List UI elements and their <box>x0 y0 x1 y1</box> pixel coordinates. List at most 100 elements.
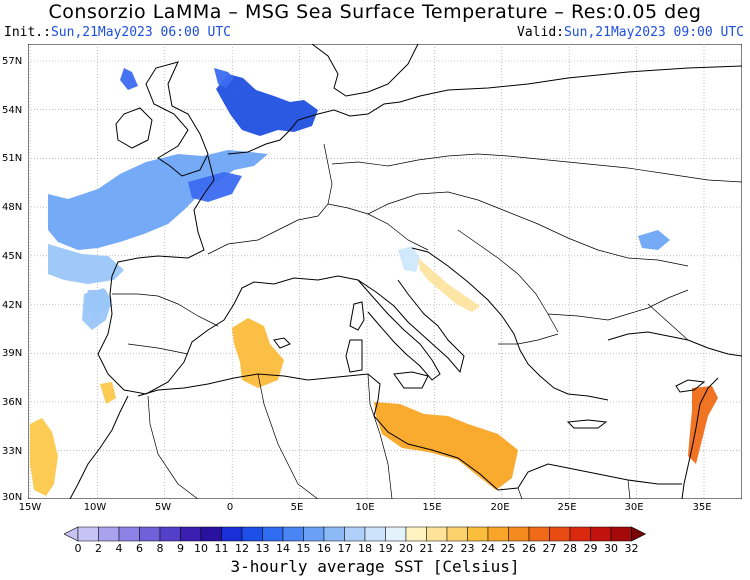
colorbar-tick-label: 20 <box>399 542 413 555</box>
sst-map <box>28 44 742 499</box>
colorbar-arrow-low <box>64 526 79 542</box>
colorbar-cell <box>159 526 181 542</box>
africa-coast <box>137 373 682 491</box>
colorbar-cell <box>446 526 468 542</box>
lon-label: 15E <box>422 502 442 513</box>
sst-adriatic-light <box>398 246 420 272</box>
map-title: Consorzio LaMMa – MSG Sea Surface Temper… <box>48 1 702 23</box>
colorbar-caption: 3-hourly average SST [Celsius] <box>230 557 520 576</box>
morocco-coast <box>69 395 129 499</box>
colorbar-cell <box>508 526 530 542</box>
italy-peninsula <box>357 279 441 381</box>
colorbar-tick-label: 28 <box>563 542 577 555</box>
adriatic-east-coast <box>411 247 609 401</box>
colorbar-cell <box>118 526 140 542</box>
lon-label: 10W <box>83 502 107 513</box>
sst-gulf-sidra <box>374 402 518 490</box>
colorbar-cell <box>180 526 202 542</box>
colorbar-arrow-high <box>631 526 647 542</box>
colorbar-tick-label: 11 <box>214 542 229 555</box>
uk-coast <box>145 61 209 177</box>
lon-label: 5E <box>290 502 304 513</box>
colorbar-cell <box>77 526 99 542</box>
colorbar-tick-label: 18 <box>358 542 372 555</box>
colorbar-cell <box>487 526 509 542</box>
sardinia-corsica <box>345 301 365 373</box>
init-label: Init.: <box>4 25 51 40</box>
colorbar-tick-label: 32 <box>624 542 639 555</box>
sst-field <box>30 68 718 496</box>
country-borders <box>112 143 742 499</box>
france-iberia-coast <box>97 155 465 395</box>
sst-portugal-coast <box>82 288 112 330</box>
europe-coast <box>227 65 742 155</box>
colorbar-tick-label: 23 <box>460 542 475 555</box>
colorbar-cell <box>262 526 284 542</box>
colorbar-tick-label: 27 <box>542 542 557 555</box>
turkey-coast <box>607 331 742 357</box>
lat-label: 36N <box>2 397 23 408</box>
coastlines <box>69 44 742 499</box>
lat-label: 54N <box>2 105 23 116</box>
colorbar-tick-label: 21 <box>419 542 434 555</box>
colorbar-cell <box>303 526 325 542</box>
colorbar-cell <box>385 526 407 542</box>
colorbar-tick-label: 24 <box>481 542 495 555</box>
colorbar-cell <box>467 526 489 542</box>
colorbar-tick-label: 13 <box>255 542 270 555</box>
colorbar-tick-label: 4 <box>115 542 123 555</box>
colorbar-tick-label: 29 <box>583 542 598 555</box>
colorbar-cell <box>610 526 632 542</box>
colorbar <box>64 526 647 542</box>
colorbar-cell <box>549 526 571 542</box>
colorbar-tick-label: 30 <box>604 542 618 555</box>
sst-adriatic-warm <box>418 258 480 312</box>
sst-canary <box>30 382 116 496</box>
init-value: Sun,21May2023 06:00 UTC <box>50 25 231 40</box>
cyprus <box>675 379 706 393</box>
lat-label: 45N <box>2 251 23 262</box>
colorbar-tick-label: 22 <box>440 542 454 555</box>
lat-label: 48N <box>2 202 23 213</box>
valid-label: Valid: <box>517 25 564 40</box>
sst-levant <box>688 386 718 464</box>
valid-time: Valid:Sun,21May2023 09:00 UTC <box>517 25 744 40</box>
valid-value: Sun,21May2023 09:00 UTC <box>563 25 744 40</box>
colorbar-tick-label: 17 <box>337 542 352 555</box>
init-time: Init.:Sun,21May2023 06:00 UTC <box>4 25 231 40</box>
colorbar-tick-label: 9 <box>177 542 184 555</box>
sst-alboran-balearic <box>232 318 284 388</box>
lat-label: 30N <box>2 492 23 503</box>
colorbar-tick-label: 25 <box>501 542 516 555</box>
colorbar-cell <box>221 526 243 542</box>
sst-north-sea-dark <box>216 74 318 136</box>
lon-label: 10E <box>355 502 375 513</box>
sicily <box>393 371 429 389</box>
colorbar-cell <box>139 526 161 542</box>
colorbar-tick-label: 14 <box>276 542 290 555</box>
lat-label: 33N <box>2 446 23 457</box>
scandinavia-coast <box>311 44 419 97</box>
colorbar-cell <box>364 526 386 542</box>
ireland-coast <box>115 107 153 149</box>
sst-black-sea <box>638 230 670 250</box>
colorbar-cell <box>590 526 612 542</box>
lon-label: 35E <box>692 502 712 513</box>
colorbar-cell <box>405 526 427 542</box>
colorbar-tick-label: 26 <box>522 542 536 555</box>
colorbar-cell <box>569 526 591 542</box>
colorbar-tick-label: 12 <box>235 542 249 555</box>
colorbar-tick-label: 15 <box>296 542 311 555</box>
colorbar-tick-label: 2 <box>95 542 102 555</box>
sst-celtic-light <box>188 172 242 202</box>
crete <box>566 419 608 429</box>
lon-label: 5W <box>154 502 172 513</box>
colorbar-tick-label: 10 <box>194 542 208 555</box>
colorbar-cell <box>241 526 263 542</box>
colorbar-cell <box>323 526 345 542</box>
lat-label: 57N <box>2 56 23 67</box>
colorbar-tick-label: 6 <box>136 542 143 555</box>
colorbar-cell <box>200 526 222 542</box>
colorbar-tick-label: 16 <box>317 542 331 555</box>
sst-north-sea-mid <box>120 68 234 90</box>
